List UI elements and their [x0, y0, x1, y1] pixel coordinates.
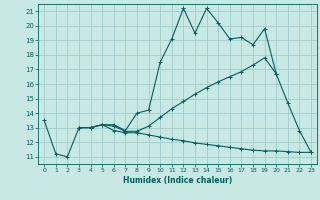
X-axis label: Humidex (Indice chaleur): Humidex (Indice chaleur) [123, 176, 232, 185]
